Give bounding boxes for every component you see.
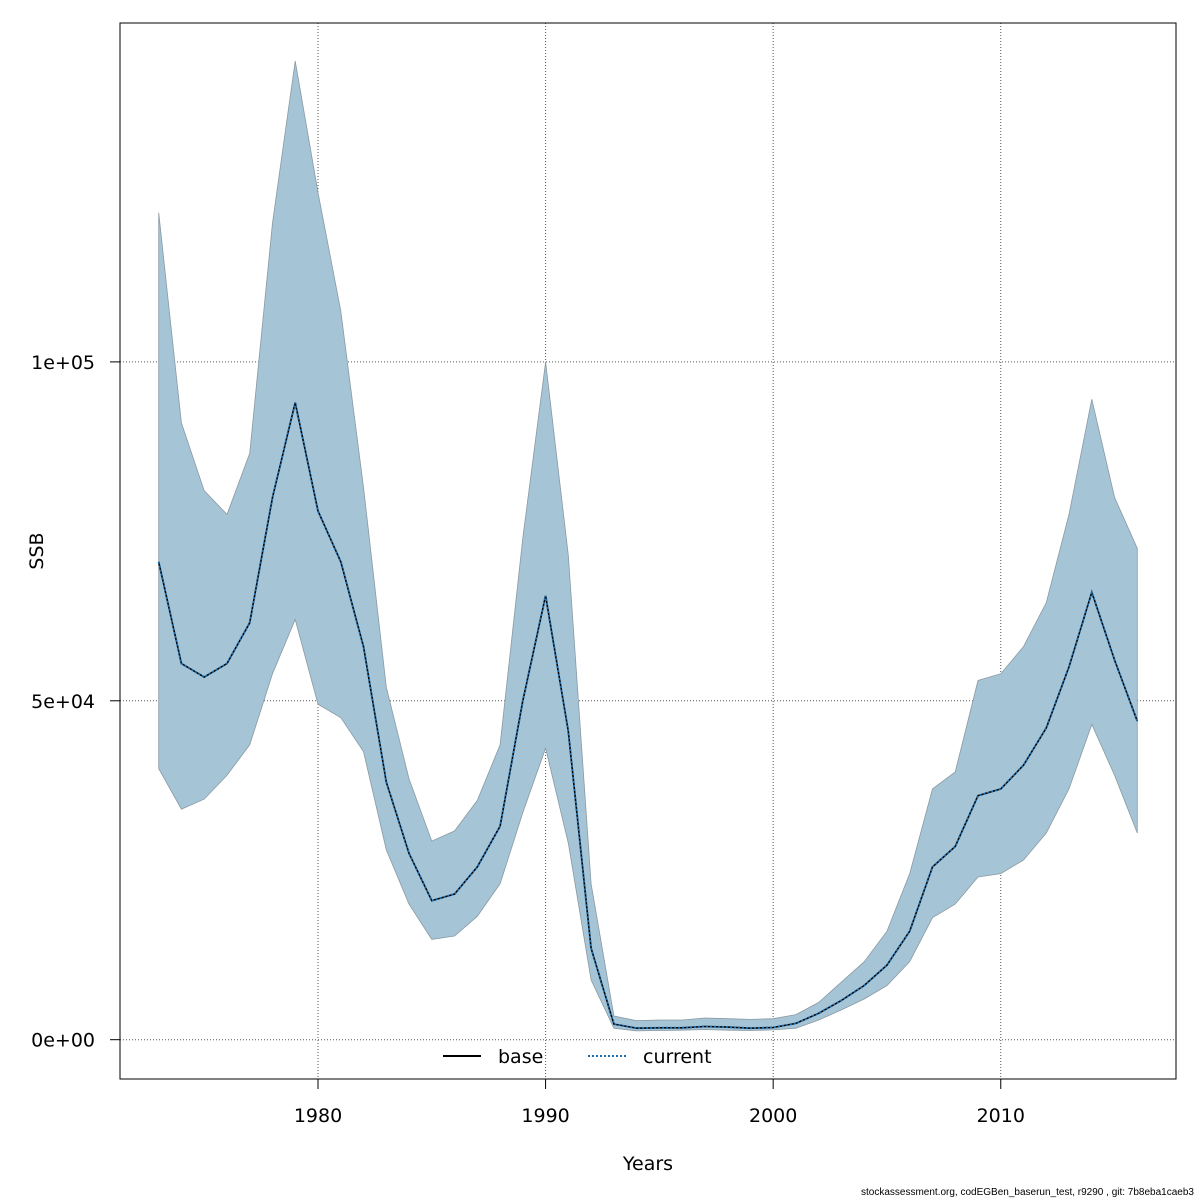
series-lines — [157, 402, 1139, 1030]
footer-note: stockassessment.org, codEGBen_baserun_te… — [861, 1187, 1194, 1198]
ssb-confidence-band — [158, 60, 1138, 1032]
legend-label-current: current — [643, 1046, 712, 1068]
x-tick-label: 2000 — [749, 1105, 797, 1127]
y-tick-label: 5e+04 — [31, 691, 95, 713]
y-axis-label: SSB — [26, 532, 48, 569]
confidence-band — [158, 60, 1138, 1032]
y-tick-label: 0e+00 — [31, 1030, 95, 1052]
plot-frame — [119, 22, 1177, 1080]
y-tick-label: 1e+05 — [31, 352, 95, 374]
series-line-current — [157, 402, 1139, 1030]
legend: base current — [443, 1046, 712, 1068]
x-tick-label: 1980 — [294, 1105, 342, 1127]
x-axis-label: Years — [622, 1153, 673, 1175]
legend-label-base: base — [498, 1046, 543, 1068]
x-tick-label: 2010 — [977, 1105, 1025, 1127]
x-tick-label: 1990 — [521, 1105, 569, 1127]
